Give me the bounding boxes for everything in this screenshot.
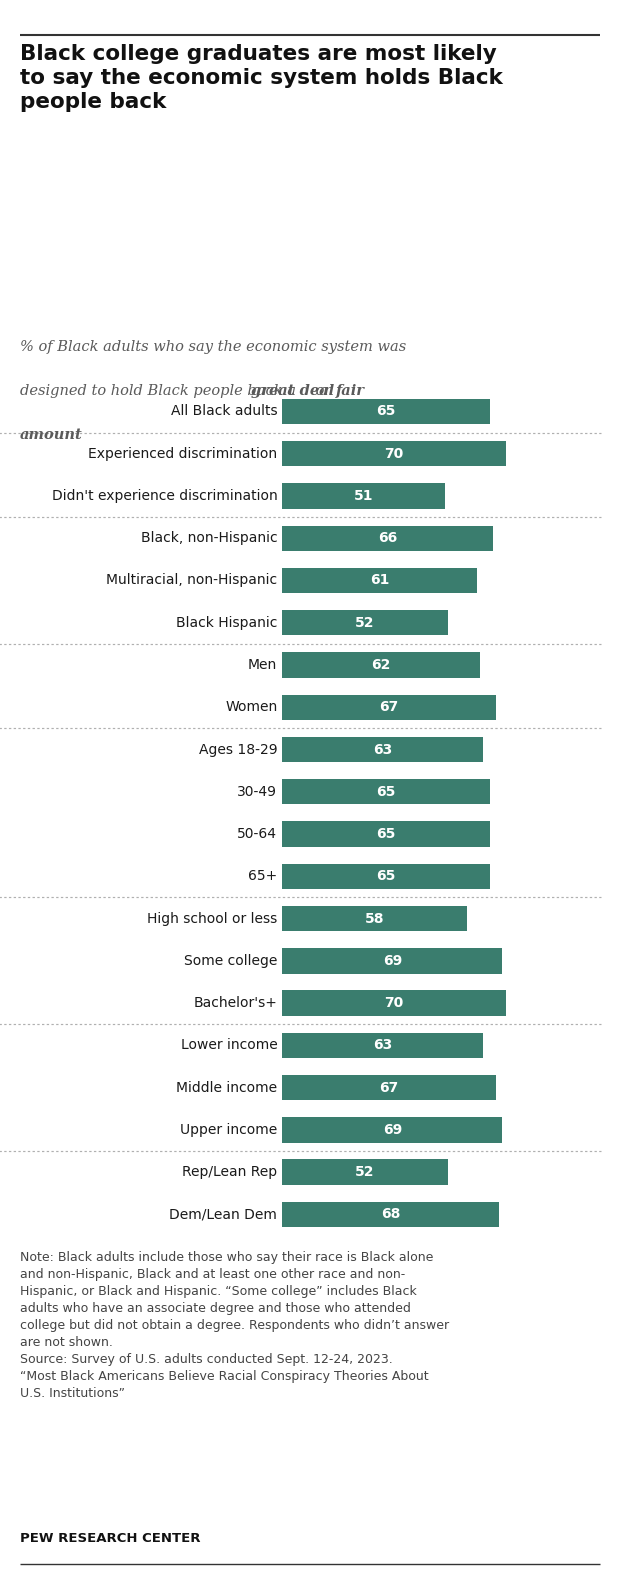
Text: Upper income: Upper income bbox=[180, 1123, 277, 1138]
Text: Dem/Lean Dem: Dem/Lean Dem bbox=[169, 1207, 277, 1221]
Text: PEW RESEARCH CENTER: PEW RESEARCH CENTER bbox=[20, 1533, 200, 1545]
Bar bbox=[282, 1160, 448, 1185]
Text: Lower income: Lower income bbox=[180, 1038, 277, 1052]
Text: designed to hold Black people back a: designed to hold Black people back a bbox=[20, 384, 301, 398]
Text: Some college: Some college bbox=[184, 954, 277, 969]
Text: 69: 69 bbox=[383, 954, 402, 969]
Bar bbox=[282, 864, 490, 890]
Text: 50-64: 50-64 bbox=[237, 826, 277, 841]
Text: fair: fair bbox=[336, 384, 365, 398]
Text: 30-49: 30-49 bbox=[237, 785, 277, 799]
Bar bbox=[282, 948, 502, 973]
Text: 65: 65 bbox=[376, 826, 396, 841]
Text: Men: Men bbox=[248, 657, 277, 672]
Bar bbox=[282, 567, 477, 592]
Text: Women: Women bbox=[225, 700, 277, 714]
Bar bbox=[282, 736, 483, 762]
Bar bbox=[282, 822, 490, 847]
Bar bbox=[282, 653, 480, 678]
Text: amount: amount bbox=[20, 428, 82, 442]
Bar bbox=[282, 905, 467, 931]
Text: Experienced discrimination: Experienced discrimination bbox=[88, 447, 277, 461]
Bar bbox=[282, 610, 448, 635]
Text: 66: 66 bbox=[378, 531, 397, 545]
Bar bbox=[282, 526, 493, 551]
Text: 58: 58 bbox=[365, 912, 384, 926]
Text: 70: 70 bbox=[384, 447, 404, 461]
Bar bbox=[282, 1033, 483, 1059]
Text: or: or bbox=[311, 384, 337, 398]
Text: Rep/Lean Rep: Rep/Lean Rep bbox=[182, 1164, 277, 1179]
Text: 61: 61 bbox=[370, 574, 389, 588]
Text: All Black adults: All Black adults bbox=[170, 404, 277, 419]
Text: 65+: 65+ bbox=[248, 869, 277, 883]
Bar bbox=[282, 779, 490, 804]
Text: 52: 52 bbox=[355, 1164, 375, 1179]
Bar bbox=[282, 1117, 502, 1142]
Text: Middle income: Middle income bbox=[176, 1081, 277, 1095]
Text: Black Hispanic: Black Hispanic bbox=[176, 616, 277, 630]
Text: 65: 65 bbox=[376, 785, 396, 799]
Text: 63: 63 bbox=[373, 1038, 392, 1052]
Text: 69: 69 bbox=[383, 1123, 402, 1138]
Text: great deal: great deal bbox=[250, 384, 334, 398]
Text: Bachelor's+: Bachelor's+ bbox=[193, 995, 277, 1010]
Bar bbox=[282, 1202, 499, 1228]
Bar bbox=[282, 695, 496, 720]
Bar bbox=[282, 991, 506, 1016]
Text: 65: 65 bbox=[376, 404, 396, 419]
Text: 68: 68 bbox=[381, 1207, 401, 1221]
Text: Note: Black adults include those who say their race is Black alone
and non-Hispa: Note: Black adults include those who say… bbox=[20, 1251, 449, 1400]
Text: 52: 52 bbox=[355, 616, 375, 630]
Text: Didn't experience discrimination: Didn't experience discrimination bbox=[51, 488, 277, 502]
Bar bbox=[282, 441, 506, 466]
Text: 67: 67 bbox=[379, 1081, 399, 1095]
Text: 70: 70 bbox=[384, 995, 404, 1010]
Text: Black college graduates are most likely
to say the economic system holds Black
p: Black college graduates are most likely … bbox=[20, 44, 503, 112]
Bar bbox=[282, 1074, 496, 1100]
Text: 67: 67 bbox=[379, 700, 399, 714]
Text: Multiracial, non-Hispanic: Multiracial, non-Hispanic bbox=[106, 574, 277, 588]
Bar bbox=[282, 483, 445, 509]
Text: High school or less: High school or less bbox=[147, 912, 277, 926]
Text: 62: 62 bbox=[371, 657, 391, 672]
Text: Ages 18-29: Ages 18-29 bbox=[198, 743, 277, 757]
Bar bbox=[282, 398, 490, 423]
Text: % of Black adults who say the economic system was: % of Black adults who say the economic s… bbox=[20, 340, 406, 354]
Text: 51: 51 bbox=[354, 488, 373, 502]
Text: 63: 63 bbox=[373, 743, 392, 757]
Text: 65: 65 bbox=[376, 869, 396, 883]
Text: Black, non-Hispanic: Black, non-Hispanic bbox=[141, 531, 277, 545]
